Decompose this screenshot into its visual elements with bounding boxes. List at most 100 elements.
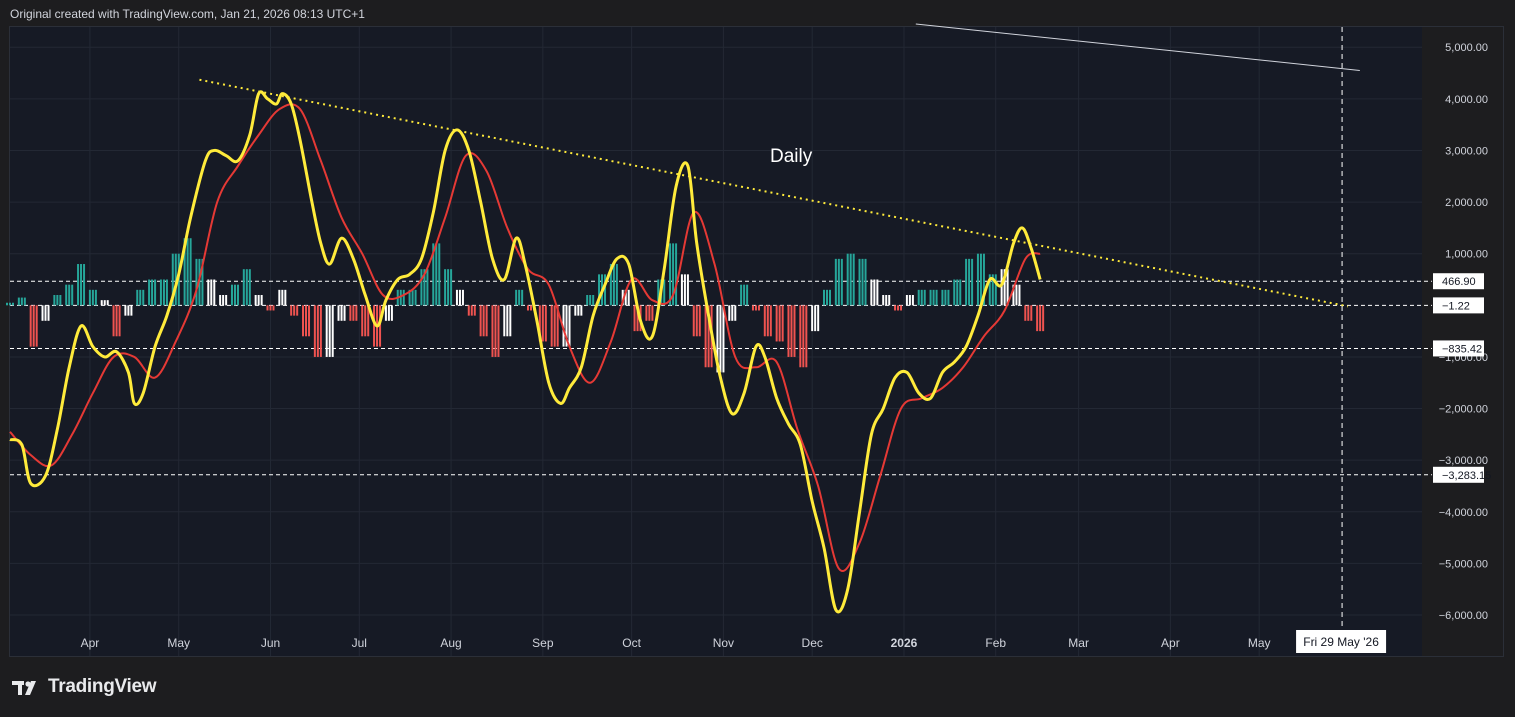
histogram-bar bbox=[956, 279, 959, 306]
histogram-bar bbox=[858, 258, 861, 306]
x-tick-label: Jul bbox=[352, 636, 367, 650]
histogram-bar bbox=[518, 289, 521, 306]
trendlines bbox=[199, 23, 1360, 308]
histogram-bar bbox=[53, 294, 56, 306]
histogram-bar bbox=[361, 305, 364, 337]
histogram-bar bbox=[124, 305, 127, 316]
histogram-bar bbox=[165, 279, 168, 306]
histogram-bar bbox=[364, 305, 367, 337]
histogram-bar bbox=[260, 294, 263, 306]
histogram-bar bbox=[494, 305, 497, 357]
series-line-fast bbox=[9, 90, 1042, 614]
histogram-bar bbox=[861, 258, 864, 306]
histogram-bar bbox=[979, 253, 982, 306]
histogram-bar bbox=[112, 305, 115, 337]
histogram-bar bbox=[1015, 284, 1018, 306]
histogram-bar bbox=[278, 289, 281, 306]
histogram-bar bbox=[802, 305, 805, 368]
histogram-bar bbox=[805, 305, 808, 368]
histogram-bar bbox=[399, 289, 402, 306]
histogram-bar bbox=[183, 238, 186, 306]
histogram-bar bbox=[888, 294, 891, 306]
histogram-bar bbox=[834, 258, 837, 306]
histogram-bar bbox=[932, 289, 935, 306]
histogram-bar bbox=[624, 289, 627, 306]
histogram-bar bbox=[885, 294, 888, 306]
histogram-bar bbox=[882, 294, 885, 306]
x-tick-label: Apr bbox=[1161, 636, 1180, 650]
histogram-bar bbox=[230, 284, 233, 306]
histogram-bar bbox=[337, 305, 340, 321]
histogram-bar bbox=[1018, 284, 1021, 306]
histogram-bar bbox=[384, 305, 387, 321]
histogram-bar bbox=[870, 279, 873, 306]
histogram-bar bbox=[604, 274, 607, 306]
histogram-bar bbox=[905, 294, 908, 306]
histogram-bar bbox=[174, 253, 177, 306]
y-tick-label: −6,000.00 bbox=[1439, 610, 1488, 622]
histogram-bar bbox=[746, 284, 749, 306]
histogram-bar bbox=[20, 297, 23, 306]
histogram-bar bbox=[411, 289, 414, 306]
histogram-bar bbox=[281, 289, 284, 306]
x-tick-label: Apr bbox=[81, 636, 100, 650]
histogram-bar bbox=[790, 305, 793, 357]
histogram-bar bbox=[991, 274, 994, 306]
histogram-bar bbox=[1024, 305, 1027, 321]
histogram-bar bbox=[612, 264, 615, 306]
histogram-bar bbox=[308, 305, 311, 337]
histogram-bar bbox=[349, 305, 352, 321]
histogram-bar bbox=[976, 253, 979, 306]
histogram-bar bbox=[248, 269, 251, 306]
histogram-bar bbox=[636, 305, 639, 332]
x-tick-label: Oct bbox=[622, 636, 641, 650]
tradingview-wordmark: TradingView bbox=[48, 676, 157, 697]
level-label: 466.90 bbox=[1442, 276, 1476, 288]
histogram-bar bbox=[769, 305, 772, 337]
histogram-bar bbox=[941, 289, 944, 306]
histogram-bar bbox=[503, 305, 506, 337]
histogram-bar bbox=[719, 305, 722, 373]
histogram-bar bbox=[426, 269, 429, 306]
histogram-bar bbox=[12, 302, 14, 306]
histogram-bar bbox=[609, 264, 612, 306]
histogram-bar bbox=[1012, 284, 1015, 306]
histogram-bar bbox=[331, 305, 334, 357]
histogram-bar bbox=[757, 305, 760, 311]
histogram-bar bbox=[923, 289, 926, 306]
histogram-bar bbox=[293, 305, 296, 316]
histogram-bar bbox=[577, 305, 580, 316]
histogram-bar bbox=[823, 289, 826, 306]
histogram-bar bbox=[118, 305, 121, 337]
histogram-bar bbox=[553, 305, 556, 347]
histogram-bar bbox=[849, 253, 852, 306]
histogram-bar bbox=[195, 258, 198, 306]
level-label: −1.22 bbox=[1442, 300, 1470, 312]
histogram-bar bbox=[1000, 269, 1003, 306]
histogram-bar bbox=[115, 305, 118, 337]
histogram-bar bbox=[444, 269, 447, 306]
histogram-bar bbox=[574, 305, 577, 316]
histogram-bar bbox=[929, 289, 932, 306]
level-label-box bbox=[1433, 273, 1484, 290]
y-tick-label: −2,000.00 bbox=[1439, 404, 1488, 416]
histogram-bar bbox=[305, 305, 308, 337]
y-tick-label: 1,000.00 bbox=[1445, 249, 1488, 261]
histogram-bar bbox=[633, 305, 636, 332]
histogram-bar bbox=[340, 305, 343, 321]
y-tick-label: 4,000.00 bbox=[1445, 94, 1488, 106]
histogram-bar bbox=[799, 305, 802, 368]
histogram-bar bbox=[390, 305, 393, 321]
histogram-bar bbox=[373, 305, 376, 347]
histogram-bar bbox=[669, 243, 672, 306]
histogram-bar bbox=[580, 305, 583, 316]
x-tick-label: Jun bbox=[261, 636, 280, 650]
histogram-bar bbox=[35, 305, 38, 347]
tradingview-logo-icon bbox=[12, 681, 36, 695]
histogram-bar bbox=[692, 305, 695, 337]
histogram-bar bbox=[529, 305, 532, 311]
histogram-bar bbox=[71, 284, 74, 306]
histogram-bar bbox=[136, 289, 139, 306]
histogram-bar bbox=[151, 279, 154, 306]
